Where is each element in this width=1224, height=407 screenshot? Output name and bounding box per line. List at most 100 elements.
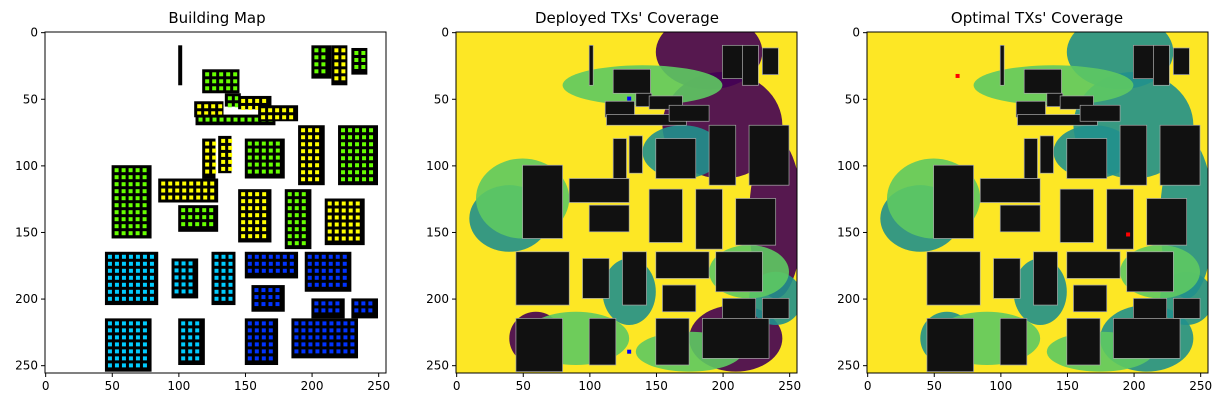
room-marker <box>188 342 193 347</box>
room-marker <box>275 254 280 259</box>
room-marker <box>135 296 140 301</box>
room-marker <box>255 206 260 211</box>
room-marker <box>107 261 112 266</box>
room-marker <box>181 289 186 294</box>
room-marker <box>308 328 313 333</box>
room-marker <box>188 261 193 266</box>
room-marker <box>135 182 140 187</box>
room-marker <box>348 229 353 234</box>
room-marker <box>142 182 147 187</box>
room-marker <box>247 162 252 167</box>
room-marker <box>247 342 252 347</box>
room-marker <box>107 254 112 259</box>
room-marker <box>114 168 119 173</box>
y-tick-label: 200 <box>426 292 449 306</box>
room-marker <box>343 321 348 326</box>
room-marker <box>221 282 226 287</box>
room-marker <box>368 308 373 313</box>
room-marker <box>142 231 147 236</box>
room-marker <box>214 261 219 266</box>
room-marker <box>212 155 217 160</box>
room-marker <box>329 342 334 347</box>
room-marker <box>189 195 194 200</box>
room-marker <box>314 69 319 74</box>
room-marker <box>247 321 252 326</box>
room-marker <box>301 206 306 211</box>
room-marker <box>209 208 214 213</box>
room-marker <box>255 213 260 218</box>
room-marker <box>203 195 208 200</box>
room-marker <box>168 181 173 186</box>
room-marker <box>254 295 259 300</box>
room-marker <box>228 138 233 143</box>
room-marker <box>128 224 133 229</box>
room-marker <box>195 349 200 354</box>
room-marker <box>254 141 259 146</box>
room-marker <box>334 208 339 213</box>
room-marker <box>121 168 126 173</box>
room-marker <box>361 301 366 306</box>
room-marker <box>128 189 133 194</box>
panel-title-deployed-coverage: Deployed TXs' Coverage <box>535 9 719 27</box>
room-marker <box>355 128 360 133</box>
x-tick-label: 200 <box>712 379 735 393</box>
building <box>762 47 779 75</box>
building <box>1173 298 1201 319</box>
building <box>655 318 690 366</box>
room-marker <box>328 301 333 306</box>
room-marker <box>135 231 140 236</box>
room-marker <box>341 208 346 213</box>
room-marker <box>261 335 266 340</box>
building <box>1066 138 1108 179</box>
room-marker <box>202 215 207 220</box>
room-marker <box>262 192 267 197</box>
room-marker <box>261 115 266 120</box>
building <box>1126 251 1174 293</box>
room-marker <box>121 289 126 294</box>
room-marker <box>301 135 306 140</box>
room-marker <box>341 128 346 133</box>
room-marker <box>350 328 355 333</box>
room-marker <box>254 169 259 174</box>
building <box>762 298 790 319</box>
room-marker <box>205 169 210 174</box>
room-marker <box>355 163 360 168</box>
room-marker <box>135 254 140 259</box>
room-marker <box>228 275 233 280</box>
room-marker <box>195 215 200 220</box>
room-marker <box>114 275 119 280</box>
room-marker <box>212 79 217 84</box>
room-marker <box>182 195 187 200</box>
room-marker <box>314 48 319 53</box>
y-tick-label: 100 <box>15 159 38 173</box>
x-tick-label: 200 <box>1123 379 1146 393</box>
room-marker <box>254 162 259 167</box>
building <box>1033 251 1058 306</box>
room-marker <box>135 282 140 287</box>
room-marker <box>342 275 347 280</box>
room-marker <box>255 199 260 204</box>
room-marker <box>114 335 119 340</box>
room-marker <box>268 162 273 167</box>
room-marker <box>327 229 332 234</box>
room-marker <box>128 342 133 347</box>
room-marker <box>321 261 326 266</box>
room-marker <box>314 275 319 280</box>
room-marker <box>128 210 133 215</box>
room-marker <box>294 328 299 333</box>
x-tick-label: 0 <box>42 379 50 393</box>
room-marker <box>114 296 119 301</box>
room-marker <box>361 50 366 55</box>
room-marker <box>221 268 226 273</box>
room-marker <box>121 175 126 180</box>
transmitter-marker <box>955 73 960 78</box>
room-marker <box>321 282 326 287</box>
building <box>351 298 379 319</box>
room-marker <box>219 72 224 77</box>
room-marker <box>181 261 186 266</box>
room-marker <box>348 208 353 213</box>
room-marker <box>343 349 348 354</box>
room-marker <box>149 282 154 287</box>
room-marker <box>128 182 133 187</box>
room-marker <box>218 111 223 116</box>
